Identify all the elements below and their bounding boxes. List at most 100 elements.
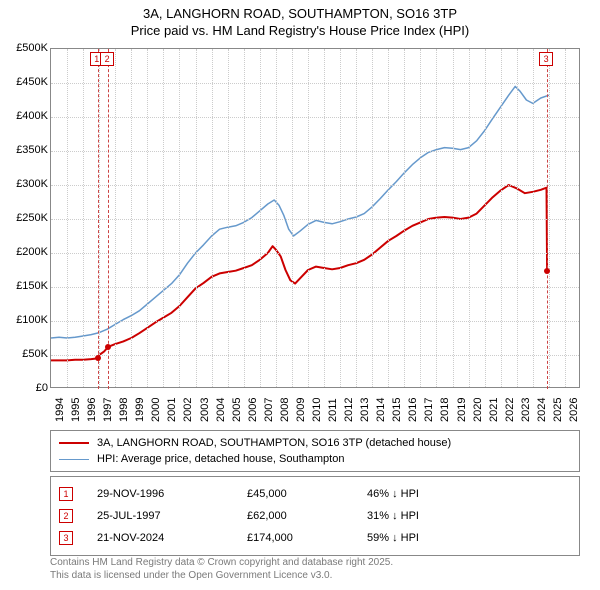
xtick-label: 2002 (182, 398, 194, 422)
grid-line-v (276, 49, 277, 387)
legend-swatch-1 (59, 442, 89, 444)
xtick-label: 2021 (488, 398, 500, 422)
grid-line-v (228, 49, 229, 387)
grid-line-v (244, 49, 245, 387)
sale-date-3: 21-NOV-2024 (97, 532, 247, 544)
chart-plot-area (50, 48, 580, 388)
xtick-label: 2017 (423, 398, 435, 422)
ytick-label: £50K (2, 348, 48, 360)
xtick-label: 2018 (439, 398, 451, 422)
grid-line-v (469, 49, 470, 387)
sale-delta-1: 46% ↓ HPI (367, 488, 487, 500)
ytick-label: £200K (2, 246, 48, 258)
sale-price-2: £62,000 (247, 510, 367, 522)
ytick-label: £450K (2, 76, 48, 88)
xtick-label: 1999 (134, 398, 146, 422)
xtick-label: 2015 (391, 398, 403, 422)
ytick-label: £100K (2, 314, 48, 326)
xtick-label: 2020 (472, 398, 484, 422)
xtick-label: 1994 (54, 398, 66, 422)
xtick-label: 2011 (327, 398, 339, 422)
title-block: 3A, LANGHORN ROAD, SOUTHAMPTON, SO16 3TP… (0, 0, 600, 40)
footer-line1: Contains HM Land Registry data © Crown c… (50, 556, 393, 569)
grid-line-v (356, 49, 357, 387)
grid-line-v (549, 49, 550, 387)
grid-line-v (292, 49, 293, 387)
xtick-label: 2003 (199, 398, 211, 422)
legend-box: 3A, LANGHORN ROAD, SOUTHAMPTON, SO16 3TP… (50, 430, 580, 472)
footer-attribution: Contains HM Land Registry data © Crown c… (50, 556, 393, 582)
xtick-label: 2009 (295, 398, 307, 422)
xtick-label: 2014 (375, 398, 387, 422)
xtick-label: 2006 (247, 398, 259, 422)
grid-line-v (83, 49, 84, 387)
xtick-label: 2025 (552, 398, 564, 422)
grid-line-v (517, 49, 518, 387)
xtick-label: 2024 (536, 398, 548, 422)
sale-delta-2: 31% ↓ HPI (367, 510, 487, 522)
grid-line-v (388, 49, 389, 387)
sale-marker-1: 1 (59, 487, 73, 501)
xtick-label: 2001 (166, 398, 178, 422)
xtick-label: 2007 (263, 398, 275, 422)
marker-dot (95, 355, 101, 361)
grid-line-v (260, 49, 261, 387)
grid-line-v (67, 49, 68, 387)
xtick-label: 1997 (102, 398, 114, 422)
ytick-label: £0 (2, 382, 48, 394)
grid-line-v (99, 49, 100, 387)
xtick-label: 2008 (279, 398, 291, 422)
sale-price-3: £174,000 (247, 532, 367, 544)
ytick-label: £400K (2, 110, 48, 122)
grid-line-v (163, 49, 164, 387)
grid-line-v (485, 49, 486, 387)
ytick-label: £350K (2, 144, 48, 156)
title-line1: 3A, LANGHORN ROAD, SOUTHAMPTON, SO16 3TP (0, 6, 600, 23)
xtick-label: 1995 (70, 398, 82, 422)
table-row: 2 25-JUL-1997 £62,000 31% ↓ HPI (59, 505, 571, 527)
grid-line-v (404, 49, 405, 387)
xtick-label: 2012 (343, 398, 355, 422)
marker-line (547, 49, 548, 389)
xtick-label: 2000 (150, 398, 162, 422)
legend-label-2: HPI: Average price, detached house, Sout… (97, 453, 344, 465)
legend-swatch-2 (59, 459, 89, 460)
xtick-label: 2023 (520, 398, 532, 422)
title-line2: Price paid vs. HM Land Registry's House … (0, 23, 600, 40)
marker-line (108, 49, 109, 389)
grid-line-v (436, 49, 437, 387)
xtick-label: 1996 (86, 398, 98, 422)
grid-line-v (453, 49, 454, 387)
table-row: 1 29-NOV-1996 £45,000 46% ↓ HPI (59, 483, 571, 505)
marker-dot (105, 344, 111, 350)
marker-line (98, 49, 99, 389)
ytick-label: £150K (2, 280, 48, 292)
sale-marker-3: 3 (59, 531, 73, 545)
chart-container: 3A, LANGHORN ROAD, SOUTHAMPTON, SO16 3TP… (0, 0, 600, 590)
grid-line-v (565, 49, 566, 387)
xtick-label: 2016 (407, 398, 419, 422)
grid-line-v (340, 49, 341, 387)
grid-line-v (501, 49, 502, 387)
grid-line-v (308, 49, 309, 387)
legend-row-1: 3A, LANGHORN ROAD, SOUTHAMPTON, SO16 3TP… (59, 435, 571, 451)
xtick-label: 1998 (118, 398, 130, 422)
xtick-label: 2010 (311, 398, 323, 422)
sale-price-1: £45,000 (247, 488, 367, 500)
ytick-label: £300K (2, 178, 48, 190)
grid-line-v (147, 49, 148, 387)
marker-box-2: 2 (100, 52, 114, 66)
sale-marker-2: 2 (59, 509, 73, 523)
grid-line-v (420, 49, 421, 387)
grid-line-v (533, 49, 534, 387)
grid-line-v (212, 49, 213, 387)
footer-line2: This data is licensed under the Open Gov… (50, 569, 393, 582)
legend-row-2: HPI: Average price, detached house, Sout… (59, 451, 571, 467)
grid-line-v (196, 49, 197, 387)
ytick-label: £250K (2, 212, 48, 224)
xtick-label: 2004 (215, 398, 227, 422)
grid-line-v (179, 49, 180, 387)
series-price_paid (51, 185, 547, 360)
sales-table: 1 29-NOV-1996 £45,000 46% ↓ HPI 2 25-JUL… (50, 476, 580, 556)
marker-box-3: 3 (539, 52, 553, 66)
